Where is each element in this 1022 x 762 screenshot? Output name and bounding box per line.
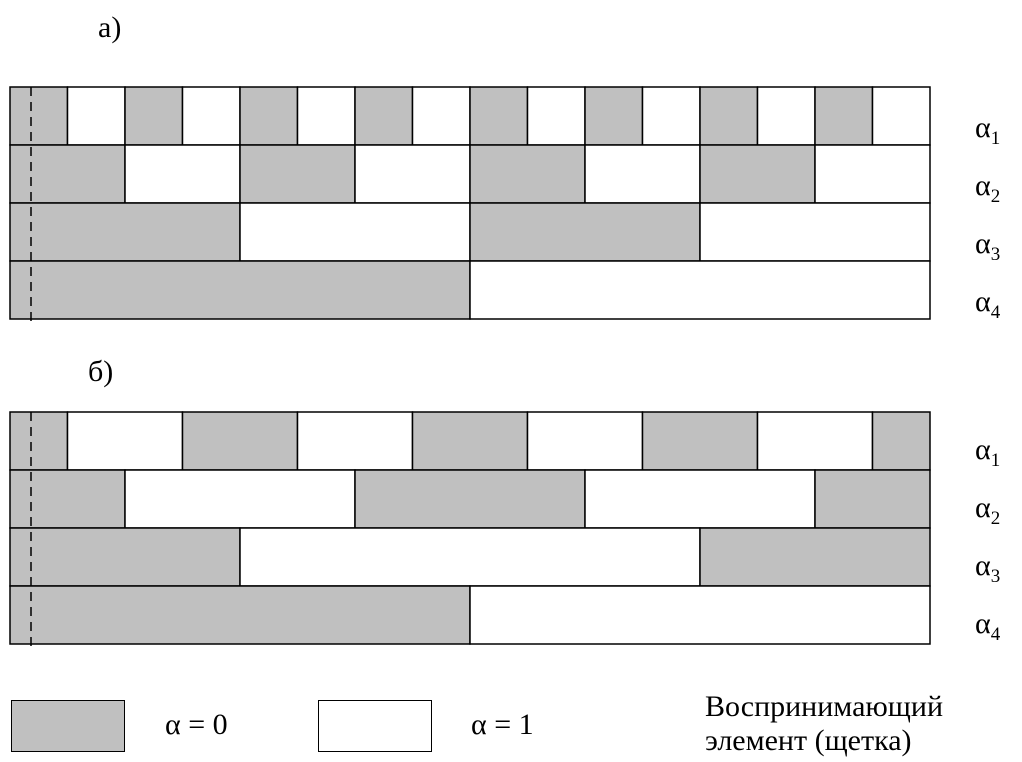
panel-a-row-1-segment-2 (66, 86, 126, 146)
panel-a-row-1-segment-7 (354, 86, 414, 146)
panel-a-row-2-segment-5 (469, 144, 586, 204)
panel-a-row-1-segment-3 (124, 86, 184, 146)
panel-a-row-3-segment-4 (699, 202, 931, 262)
panel-a-row-2-segment-4 (354, 144, 471, 204)
panel-b-code-grid (9, 411, 931, 652)
panel-b-row-2-segment-3 (354, 469, 586, 529)
panel-b-row-4-segment-1 (9, 585, 471, 645)
legend-label-zero: α = 0 (165, 708, 228, 741)
panel-a-row-3-segment-2 (239, 202, 471, 262)
panel-a-row-1-segment-1 (9, 86, 69, 146)
panel-a-row-4-segment-2 (469, 260, 931, 320)
panel-a-row-1-segment-16 (871, 86, 931, 146)
legend-label-one: α = 1 (471, 708, 534, 741)
panel-b-row-2-segment-1 (9, 469, 126, 529)
panel-b-row-4-segment-2 (469, 585, 931, 645)
panel-a-row-4-segment-1 (9, 260, 471, 320)
panel-a-row-1-segment-10 (526, 86, 586, 146)
panel-b-row-1-segment-3 (181, 411, 299, 471)
legend-brush-line-1: Воспринимающий (705, 690, 944, 723)
panel-a-row-3-segment-3 (469, 202, 701, 262)
panel-a-label: а) (98, 11, 122, 44)
panel-a-row-label-3: α3 (975, 227, 1001, 265)
panel-b-row-1-segment-7 (641, 411, 759, 471)
panel-b-row-2-segment-4 (584, 469, 816, 529)
panel-b-row-1-segment-6 (526, 411, 644, 471)
panel-a-row-2-segment-8 (814, 144, 931, 204)
panel-b-row-1-segment-4 (296, 411, 414, 471)
panel-b-row-2-segment-2 (124, 469, 356, 529)
panel-a-row-1-segment-15 (814, 86, 874, 146)
panel-a-row-1-segment-12 (641, 86, 701, 146)
panel-b-row-label-1: α1 (975, 433, 1001, 471)
panel-a-row-2-segment-3 (239, 144, 356, 204)
panel-a-code-grid (9, 86, 931, 327)
legend-swatch-zero (11, 700, 125, 752)
panel-b-row-label-4: α4 (975, 607, 1001, 645)
panel-b-row-3-segment-1 (9, 527, 241, 587)
legend-swatch-one (318, 700, 432, 752)
panel-a-row-1-segment-8 (411, 86, 471, 146)
panel-a-row-2-segment-2 (124, 144, 241, 204)
panel-a-row-1-segment-4 (181, 86, 241, 146)
panel-a-row-2-segment-6 (584, 144, 701, 204)
panel-a-row-1-segment-14 (756, 86, 816, 146)
panel-a-row-1-segment-11 (584, 86, 644, 146)
panel-a-row-label-1: α1 (975, 111, 1001, 149)
panel-b-row-label-2: α2 (975, 491, 1001, 529)
panel-b-row-label-3: α3 (975, 549, 1001, 587)
panel-a-row-2-segment-1 (9, 144, 126, 204)
panel-b-row-3-segment-2 (239, 527, 701, 587)
panel-b-row-1-segment-2 (66, 411, 184, 471)
panel-a-row-label-2: α2 (975, 169, 1001, 207)
panel-b-row-1-segment-9 (871, 411, 931, 471)
panel-b-row-3-segment-3 (699, 527, 931, 587)
panel-b-row-1-segment-5 (411, 411, 529, 471)
panel-a-row-1-segment-6 (296, 86, 356, 146)
panel-b-row-1-segment-1 (9, 411, 69, 471)
panel-a-row-3-segment-1 (9, 202, 241, 262)
panel-b-label: б) (88, 355, 114, 388)
panel-a-row-1-segment-5 (239, 86, 299, 146)
panel-b-row-1-segment-8 (756, 411, 874, 471)
panel-a-row-2-segment-7 (699, 144, 816, 204)
panel-b-row-2-segment-5 (814, 469, 931, 529)
panel-a-row-label-4: α4 (975, 285, 1001, 323)
legend-brush-label: Воспринимающий элемент (щетка) (705, 690, 943, 757)
legend-brush-line-2: элемент (щетка) (705, 723, 912, 757)
panel-a-row-1-segment-13 (699, 86, 759, 146)
panel-a-row-1-segment-9 (469, 86, 529, 146)
